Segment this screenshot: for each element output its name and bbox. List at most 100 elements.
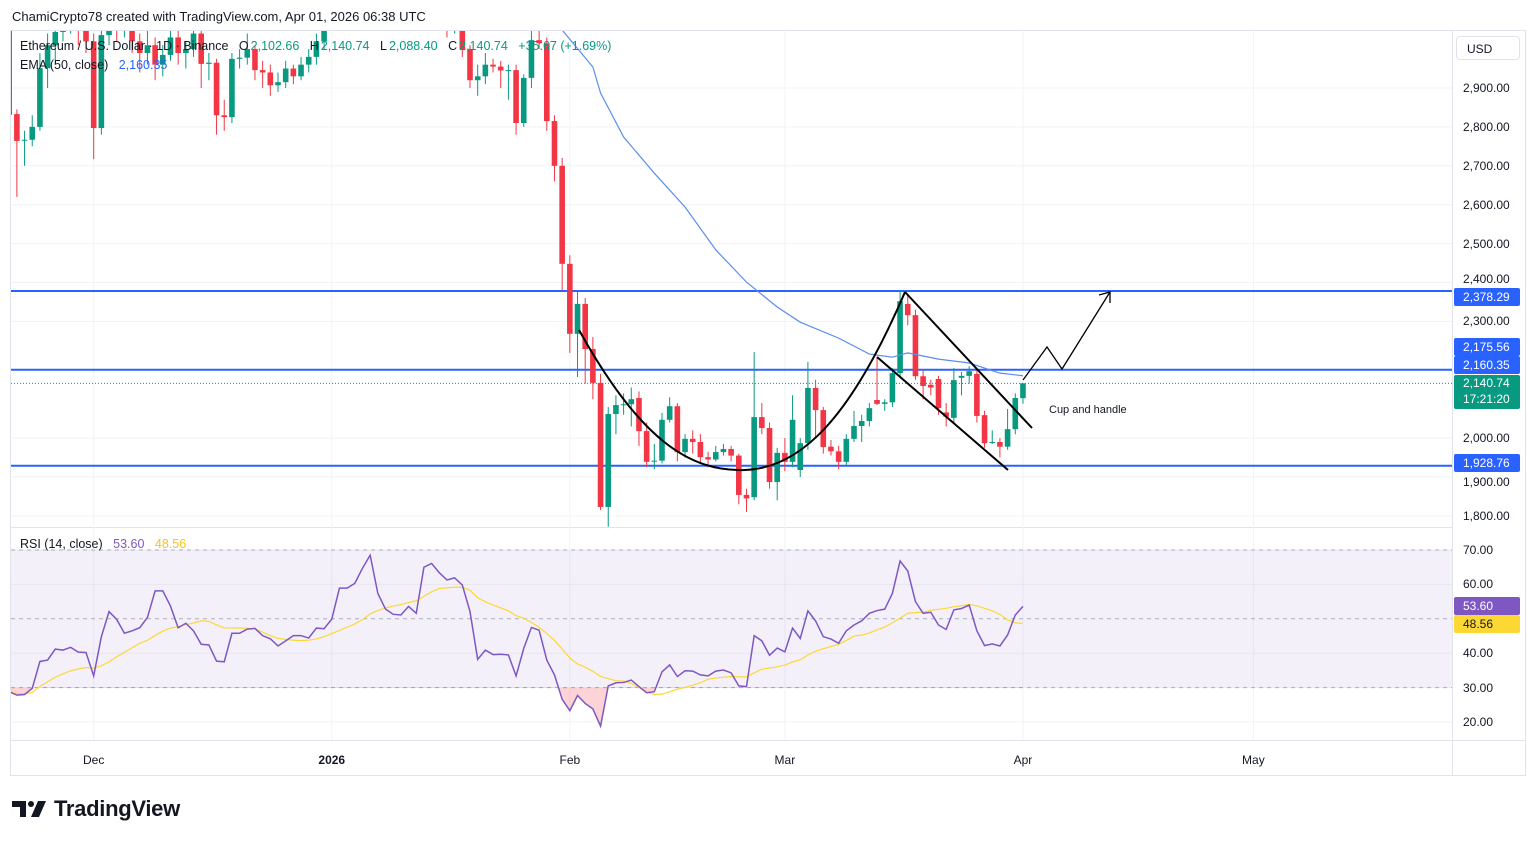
candle xyxy=(805,361,811,450)
low-label: L xyxy=(379,39,387,53)
tradingview-logo[interactable]: TradingView xyxy=(12,796,180,822)
rsi-tick-label: 20.00 xyxy=(1463,715,1494,729)
candle xyxy=(997,438,1003,458)
candle xyxy=(928,379,934,396)
candles xyxy=(11,0,1026,527)
pattern-annotation[interactable]: Cup and handle xyxy=(1049,404,1127,416)
candle-body xyxy=(974,373,980,416)
candle xyxy=(298,56,304,81)
candle-body xyxy=(835,451,842,462)
candle-body xyxy=(175,37,181,53)
candle xyxy=(574,290,581,378)
candle xyxy=(90,33,97,160)
high-value: 2,140.74 xyxy=(320,39,370,53)
candle xyxy=(958,371,965,396)
candle-body xyxy=(29,126,36,140)
candle xyxy=(183,41,189,69)
candle-body xyxy=(805,387,811,444)
candle-body xyxy=(858,420,865,427)
candle xyxy=(782,438,788,472)
candle-body xyxy=(736,455,742,495)
currency-button[interactable]: USD xyxy=(1456,36,1520,60)
projection-path xyxy=(1022,291,1111,381)
price-label-value: 2,140.74 xyxy=(1463,376,1510,390)
candle-body xyxy=(37,68,43,127)
rsi-lines xyxy=(11,553,1024,729)
candle-body xyxy=(751,417,757,498)
candle-body xyxy=(290,68,297,77)
candle-body xyxy=(544,43,550,122)
candle-body xyxy=(275,82,281,86)
candle-body xyxy=(497,66,504,71)
candle xyxy=(290,64,297,85)
price-tick-label: 2,000.00 xyxy=(1463,431,1510,446)
candle xyxy=(1012,393,1019,435)
candle-body xyxy=(14,114,20,141)
candle xyxy=(943,403,949,427)
price-tick-label: 2,500.00 xyxy=(1463,236,1510,251)
candle xyxy=(21,130,28,166)
price-tick-label: 1,800.00 xyxy=(1463,508,1510,523)
ema-value: 2,160.35 xyxy=(118,58,168,72)
candle xyxy=(651,443,658,470)
candle xyxy=(590,336,596,400)
candle-body xyxy=(828,446,834,452)
price-label-box: 1,928.76 xyxy=(1454,454,1520,472)
open-label: O xyxy=(238,39,249,53)
candle xyxy=(1004,408,1011,450)
candle xyxy=(989,430,996,444)
candle xyxy=(490,58,496,73)
time-tick-label: Apr xyxy=(1013,753,1033,767)
price-tick-label: 2,900.00 xyxy=(1463,81,1510,95)
candle xyxy=(935,375,942,415)
candle xyxy=(505,64,512,100)
candle-body xyxy=(60,31,66,32)
price-tick-label: 2,600.00 xyxy=(1463,197,1510,212)
candle-body xyxy=(152,45,158,65)
candle xyxy=(643,422,650,468)
candle xyxy=(482,52,489,85)
rsi-legend[interactable]: RSI (14, close) 53.60 48.56 xyxy=(20,537,186,551)
candle xyxy=(436,0,442,22)
candle xyxy=(313,33,320,65)
candle xyxy=(766,422,773,489)
candle xyxy=(60,31,66,42)
time-tick-label: 2026 xyxy=(318,753,346,767)
candle xyxy=(221,99,228,131)
price-label-box: 2,175.56 xyxy=(1454,338,1520,356)
candle-body xyxy=(567,263,573,334)
candle-body xyxy=(52,31,59,46)
candle-body xyxy=(229,58,235,118)
candle-body xyxy=(305,56,312,65)
candle-body xyxy=(267,72,274,86)
candle-body xyxy=(766,427,773,483)
candle-body xyxy=(674,406,681,453)
ema-legend[interactable]: EMA (50, close) 2,160.35 xyxy=(20,58,167,72)
candle-body xyxy=(198,33,204,64)
candle-body xyxy=(252,49,258,71)
symbol-legend[interactable]: Ethereum / U.S. Dollar · 1D · Binance O 2… xyxy=(20,39,611,53)
candle-body xyxy=(452,18,458,30)
candle-body xyxy=(298,64,304,77)
candle xyxy=(213,58,220,135)
price-label-value: 2,175.56 xyxy=(1463,340,1510,354)
logo-text: TradingView xyxy=(54,796,180,821)
candle-body xyxy=(459,31,466,50)
candle xyxy=(116,31,118,42)
candle-body xyxy=(136,41,143,53)
candle-body xyxy=(321,31,327,42)
close-value: 2,140.74 xyxy=(459,39,508,53)
candle xyxy=(874,357,880,406)
candle-body xyxy=(282,68,289,83)
candle-body xyxy=(313,41,320,57)
candle-body xyxy=(682,438,688,453)
candle xyxy=(567,255,573,353)
rsi-pane xyxy=(11,549,1452,689)
candle-body xyxy=(213,62,220,116)
symbol-title: Ethereum / U.S. Dollar · 1D · Binance xyxy=(20,39,229,53)
drawings[interactable] xyxy=(578,291,1111,472)
candle-body xyxy=(759,417,765,428)
candle-body xyxy=(636,398,642,432)
candle xyxy=(712,445,719,462)
